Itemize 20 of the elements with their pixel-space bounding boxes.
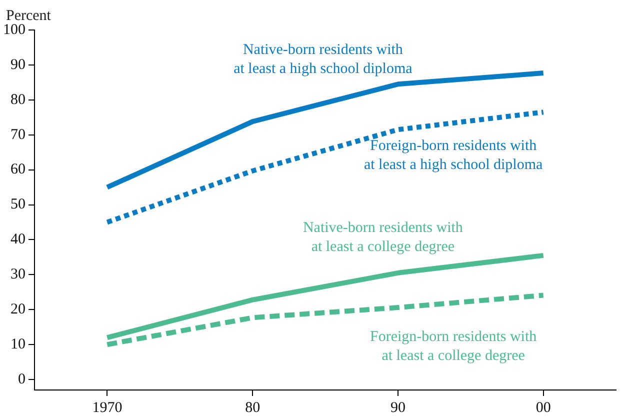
- y-tick-label: 90: [10, 56, 26, 73]
- y-axis-title: Percent: [6, 8, 52, 24]
- y-tick-label: 0: [18, 371, 26, 388]
- x-tick-label: 90: [390, 400, 406, 416]
- y-tick-label: 50: [10, 196, 26, 213]
- y-tick-label: 100: [3, 22, 26, 38]
- y-tick-label: 40: [10, 232, 26, 248]
- x-tick-label: 1970: [92, 400, 122, 416]
- y-tick-label: 70: [10, 126, 26, 143]
- y-tick-label: 60: [10, 162, 26, 178]
- series-label: Foreign-born residents with at least a high school diploma: [364, 138, 544, 174]
- series-label: Native-born residents with at least a high school diploma: [234, 42, 413, 78]
- series-label: Foreign-born residents with at least a college degree: [370, 329, 538, 364]
- x-tick-label: 80: [245, 400, 260, 416]
- x-tick-label: 00: [536, 400, 551, 416]
- series-label: Native-born residents with at least a college degree: [302, 220, 464, 255]
- y-tick-label: 80: [10, 92, 26, 108]
- y-tick-label: 10: [10, 336, 26, 352]
- y-tick-label: 30: [10, 266, 26, 283]
- y-tick-label: 20: [10, 302, 26, 318]
